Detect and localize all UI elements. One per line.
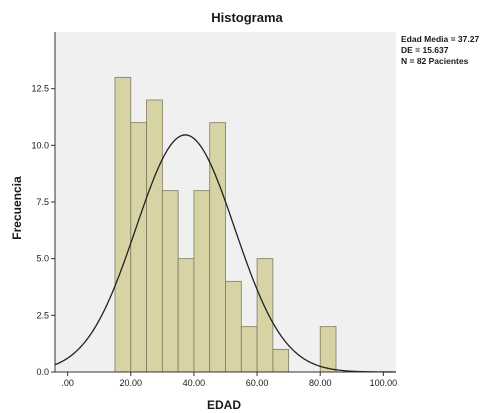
x-axis-ticks: .00 20.00 40.00 60.00 80.00 100.00 bbox=[61, 372, 397, 388]
histogram-bar bbox=[272, 348, 290, 373]
normal-curve bbox=[54, 134, 396, 373]
x-tick-label: 20.00 bbox=[120, 378, 143, 388]
y-tick-label: 7.5 bbox=[36, 197, 49, 207]
histogram-bar bbox=[240, 326, 258, 373]
x-axis-label: EDAD bbox=[207, 398, 241, 412]
y-tick-label: 5.0 bbox=[36, 254, 49, 264]
histogram-bar bbox=[209, 122, 226, 373]
histogram-bar bbox=[146, 99, 163, 373]
histogram-bar bbox=[256, 258, 274, 373]
histogram-bar bbox=[225, 280, 242, 373]
stats-line: DE = 15.637 bbox=[401, 45, 449, 55]
stats-line: N = 82 Pacientes bbox=[401, 56, 469, 66]
x-tick-label: 60.00 bbox=[246, 378, 269, 388]
y-axis-label: Frecuencia bbox=[10, 176, 24, 240]
chart-title: Histograma bbox=[211, 10, 283, 25]
y-tick-label: 0.0 bbox=[36, 367, 49, 377]
x-tick-label: 40.00 bbox=[183, 378, 206, 388]
y-tick-label: 12.5 bbox=[31, 84, 49, 94]
histogram-bar bbox=[161, 190, 179, 373]
histogram-bar bbox=[319, 326, 337, 373]
histogram-bar bbox=[193, 190, 211, 373]
histogram-bar bbox=[177, 258, 195, 373]
histogram-bar bbox=[114, 76, 132, 373]
histogram-bar bbox=[130, 122, 147, 373]
x-tick-label: 80.00 bbox=[309, 378, 332, 388]
x-tick-label: .00 bbox=[61, 378, 74, 388]
y-tick-label: 10.0 bbox=[31, 140, 49, 150]
x-tick-label: 100.00 bbox=[370, 378, 398, 388]
stats-line: Edad Media = 37.27 bbox=[401, 34, 479, 44]
y-axis-ticks: 0.0 2.5 5.0 7.5 10.0 12.5 bbox=[31, 84, 55, 377]
histogram-bars bbox=[114, 76, 337, 373]
y-tick-label: 2.5 bbox=[36, 310, 49, 320]
